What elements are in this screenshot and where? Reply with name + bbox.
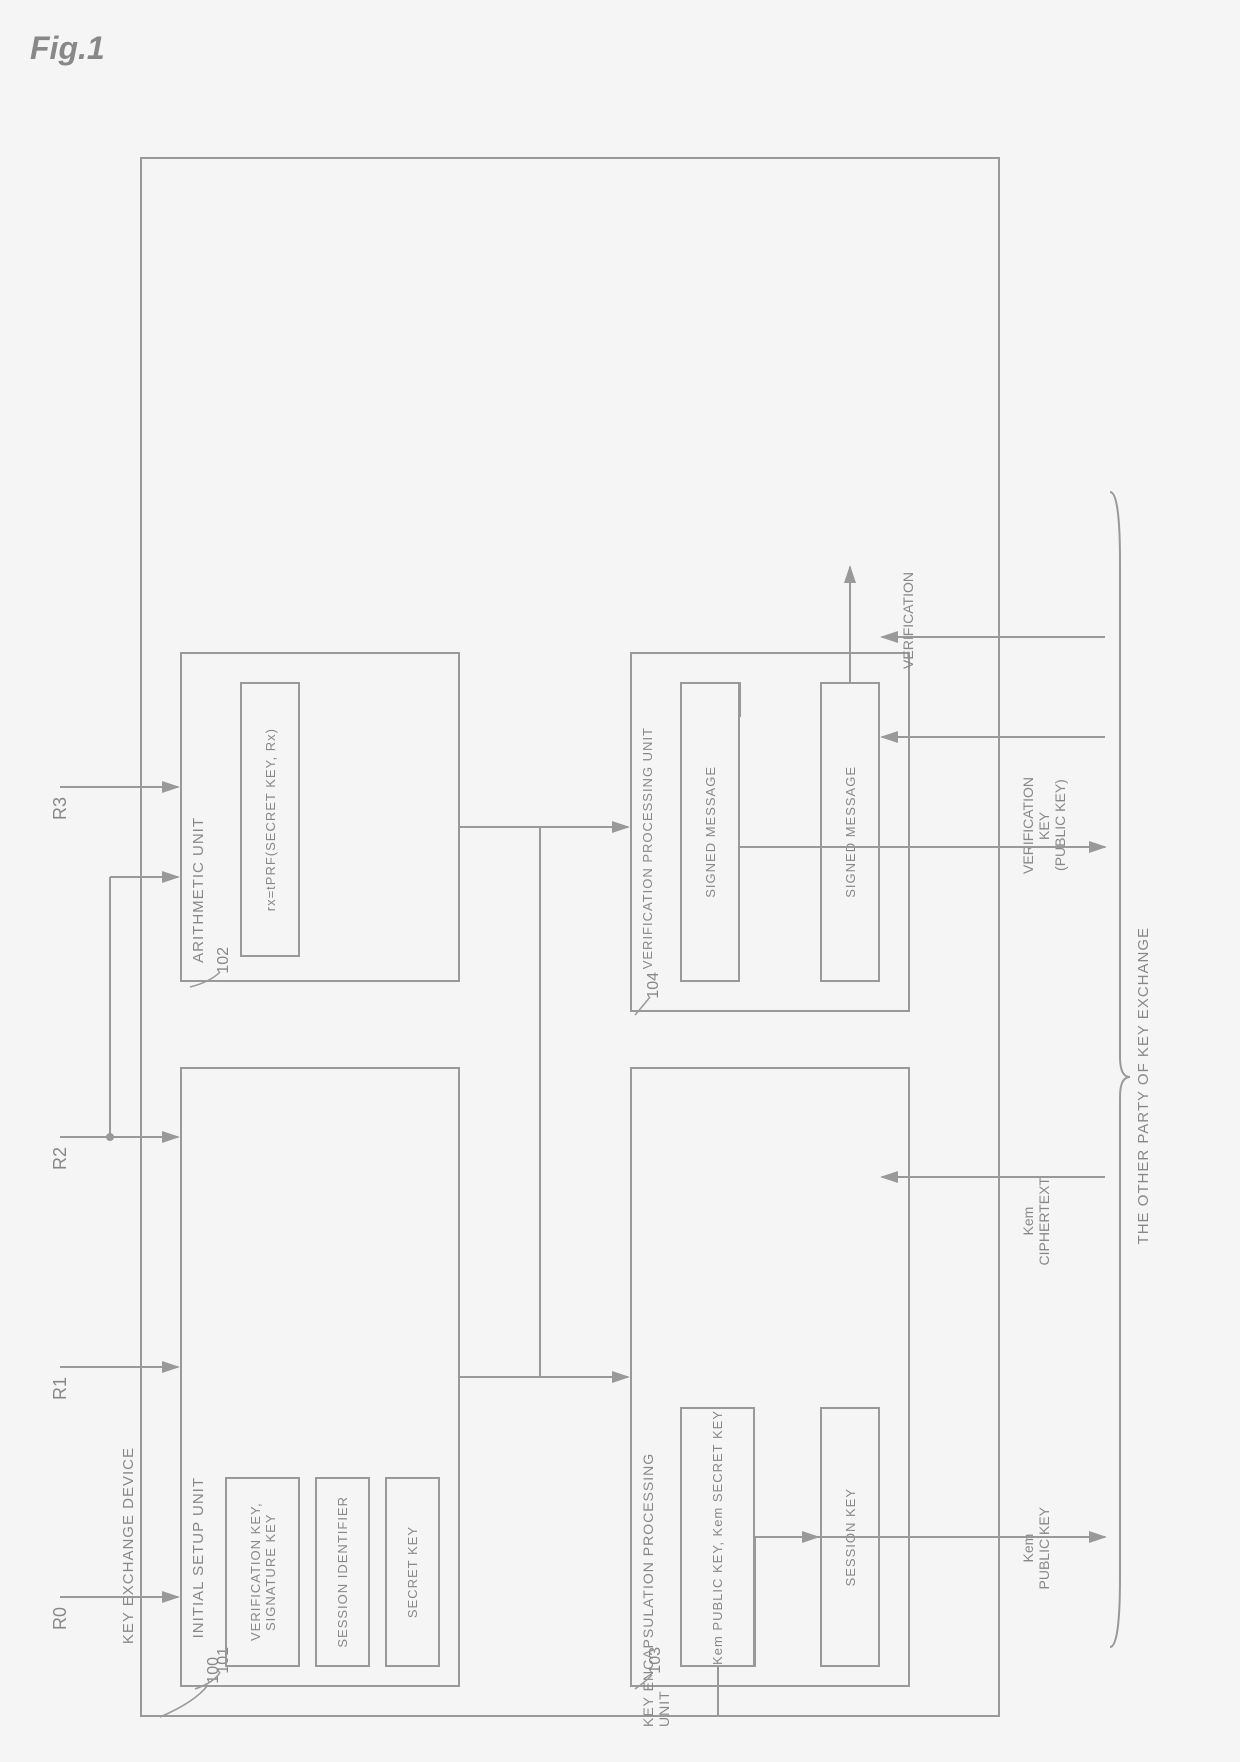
- connectors: [30, 77, 1210, 1727]
- figure-label: Fig.1: [30, 30, 1210, 67]
- diagram: R0 R1 R2 R3 100 KEY EXCHANGE DEVICE 101 …: [30, 77, 1210, 1727]
